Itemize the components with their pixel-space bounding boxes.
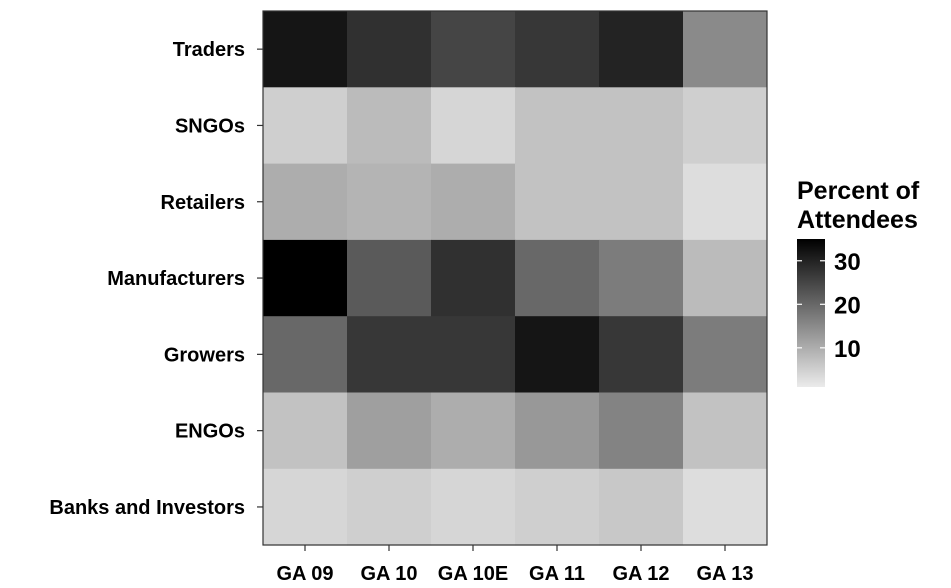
heatmap-cell [683,468,768,546]
heatmap-cell [683,392,768,470]
heatmap-cell [431,392,516,470]
legend-colorbar [797,239,825,387]
x-tick-label: GA 12 [612,563,669,585]
heatmap-cell [347,468,432,546]
heatmap-cell [263,239,348,317]
x-tick-label: GA 10E [438,563,508,585]
heatmap-cell [263,316,348,393]
x-axis: GA 09 GA 10 GA 10E GA 11 GA 12 GA 13 [276,545,754,585]
heatmap-cell [263,11,348,88]
heatmap-cell [515,392,600,470]
y-axis: Traders SNGOs Retailers Manufacturers Grower… [49,39,263,519]
legend-title-line-1: Percent of [797,177,920,205]
heatmap-cells [263,11,768,546]
heatmap-cell [431,163,516,241]
heatmap-cell [599,468,684,546]
heatmap-cell [515,11,600,88]
y-tick-label: SNGOs [175,115,245,137]
heatmap-cell [431,87,516,165]
heatmap-cell [263,163,348,241]
y-tick-label: ENGOs [175,421,245,443]
heatmap-cell [263,468,348,546]
y-tick-label: Traders [173,39,245,61]
heatmap-cell [599,163,684,241]
heatmap-cell [347,11,432,88]
x-tick-label: GA 09 [276,563,333,585]
heatmap-cell [599,87,684,165]
heatmap-cell [515,239,600,317]
y-tick-label: Growers [164,344,245,366]
x-tick-label: GA 10 [360,563,417,585]
heatmap-cell [431,468,516,546]
heatmap-cell [347,392,432,470]
x-tick-label: GA 11 [529,563,585,585]
heatmap-cell [263,392,348,470]
legend-ticks: 10 20 30 [797,249,861,363]
y-tick-label: Banks and Investors [49,497,245,519]
heatmap-cell [431,316,516,393]
heatmap-cell [431,239,516,317]
heatmap-cell [515,163,600,241]
heatmap-cell [515,468,600,546]
heatmap-cell [347,316,432,393]
y-tick-label: Retailers [161,192,246,214]
heatmap-cell [515,316,600,393]
heatmap-cell [599,316,684,393]
heatmap-cell [347,87,432,165]
heatmap-cell [431,11,516,88]
heatmap-cell [347,163,432,241]
legend-tick-label: 20 [834,292,861,319]
legend-tick-label: 30 [834,249,861,276]
heatmap-cell [683,239,768,317]
legend-title-line-2: Attendees [797,206,918,234]
heatmap-cell [683,316,768,393]
heatmap-cell [515,87,600,165]
heatmap-cell [683,163,768,241]
heatmap-cell [263,87,348,165]
heatmap-cell [599,11,684,88]
legend-tick-label: 10 [834,336,861,363]
x-tick-label: GA 13 [696,563,753,585]
color-legend: Percent of Attendees 10 20 30 [797,177,920,387]
heatmap-cell [683,87,768,165]
heatmap-cell [599,392,684,470]
y-tick-label: Manufacturers [107,268,245,290]
heatmap-cell [347,239,432,317]
heatmap-cell [683,11,768,88]
heatmap-cell [599,239,684,317]
